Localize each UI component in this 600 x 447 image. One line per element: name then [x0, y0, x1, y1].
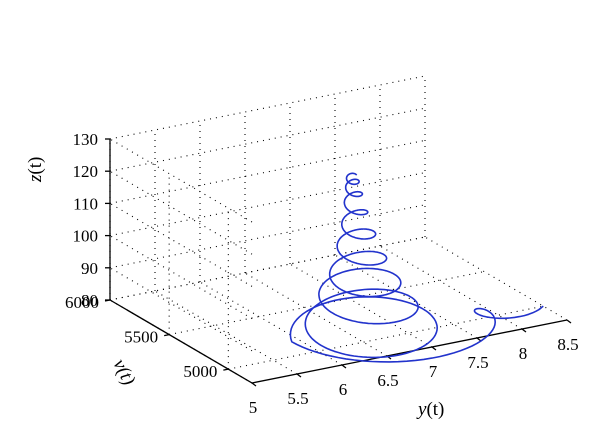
side-grid-z-4: [109, 170, 253, 255]
x-tick-mark-0: [251, 382, 257, 387]
z-tick-label: 110: [73, 194, 98, 213]
x-tick-label: 7.5: [467, 353, 488, 372]
x-tick-mark-1: [296, 373, 302, 378]
trajectory-series-line: [289, 172, 544, 363]
v-tick-mark-1: [164, 333, 170, 337]
back-grid-z-2: [109, 172, 426, 237]
x-tick-label: 8: [519, 344, 528, 363]
x-tick-label: 7: [429, 362, 438, 381]
z-tick-label: 100: [73, 227, 99, 246]
x-axis-label-var: y: [416, 399, 427, 420]
floor-grid-x-3: [244, 272, 388, 357]
grid-layer: [109, 75, 568, 384]
x-tick-mark-6: [521, 328, 527, 333]
z-tick-label: 130: [73, 130, 99, 149]
x-tick-label: 8.5: [557, 335, 578, 354]
floor-grid-v-0: [228, 305, 544, 370]
back-grid-z-5: [109, 75, 426, 140]
v-tick-label: 6000: [65, 293, 99, 312]
side-grid-z-2: [109, 235, 253, 320]
back-grid-z-1: [109, 204, 426, 269]
x-tick-mark-2: [341, 364, 347, 369]
x-axis-label-arg: (t): [426, 399, 444, 420]
v-tick-label: 5500: [124, 328, 158, 347]
z-axis-label-var: z: [25, 174, 46, 183]
v-tick-mark-0: [223, 368, 229, 371]
x-tick-mark-4: [431, 346, 437, 351]
y-axis-label: v(t): [109, 356, 140, 389]
floor-grid-x-7: [424, 236, 568, 321]
z-tick-label: 90: [81, 259, 98, 278]
z-tick-label: 80: [81, 291, 98, 310]
floor-grid-x-2: [199, 281, 343, 366]
z-axis-label-arg: (t): [25, 157, 46, 175]
x-tick-label: 5: [249, 398, 258, 417]
v-tick-label: 5000: [183, 362, 217, 381]
floor-grid-x-6: [379, 245, 523, 330]
x-axis-label: y(t): [416, 399, 444, 420]
x-tick-label: 6.5: [377, 371, 398, 390]
series-layer: [289, 172, 544, 363]
x-tick-mark-7: [566, 319, 572, 324]
z-axis-label: z(t): [25, 157, 46, 183]
axis-layer: [104, 138, 572, 387]
x-tick-label: 5.5: [287, 389, 308, 408]
z-tick-label: 120: [73, 162, 99, 181]
floor-grid-x-4: [289, 263, 433, 348]
x-tick-label: 6: [339, 380, 348, 399]
side-grid-z-5: [109, 138, 253, 223]
side-grid-z-3: [109, 202, 253, 287]
back-grid-z-4: [109, 107, 426, 172]
back-grid-z-3: [109, 139, 426, 204]
